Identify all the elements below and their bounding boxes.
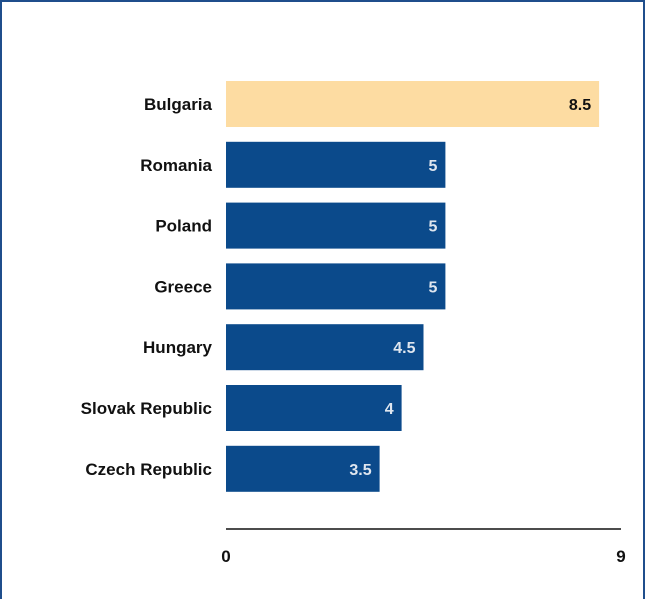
- category-label-slovak-republic: Slovak Republic: [81, 399, 212, 418]
- bar-hungary: [226, 324, 424, 371]
- x-tick-label-0: 0: [221, 547, 230, 566]
- value-label-romania: 5: [428, 158, 437, 175]
- category-label-romania: Romania: [140, 156, 212, 175]
- bar-greece: [226, 263, 446, 310]
- value-label-slovak-republic: 4: [385, 401, 394, 418]
- value-label-czech-republic: 3.5: [349, 462, 371, 479]
- bar-poland: [226, 202, 446, 249]
- value-label-bulgaria: 8.5: [569, 97, 591, 114]
- value-label-hungary: 4.5: [393, 340, 415, 357]
- bar-slovak-republic: [226, 385, 402, 431]
- x-tick-label-9: 9: [616, 547, 625, 566]
- category-label-bulgaria: Bulgaria: [144, 95, 213, 114]
- value-label-greece: 5: [428, 279, 437, 296]
- category-label-greece: Greece: [154, 277, 212, 296]
- bar-bulgaria: [226, 81, 600, 127]
- category-label-czech-republic: Czech Republic: [85, 460, 212, 479]
- x-axis: 0 9: [221, 528, 626, 566]
- bar-romania: [226, 141, 446, 188]
- bars-group: Bulgaria 8.5 Romania 5 Poland 5 Greece 5 Hungary…: [81, 81, 600, 492]
- bar-czech-republic: [226, 445, 380, 492]
- category-label-poland: Poland: [155, 217, 212, 236]
- category-label-hungary: Hungary: [143, 338, 213, 357]
- value-label-poland: 5: [428, 219, 437, 236]
